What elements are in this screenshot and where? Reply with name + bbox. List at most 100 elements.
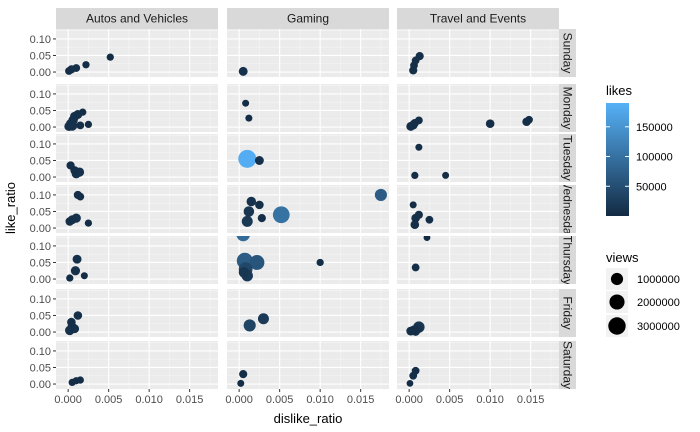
likes-legend-label: 150000 [636,122,673,134]
y-tick-label: 0.10 [30,346,51,358]
strip-label: Wednesday [561,177,575,240]
panel-points [65,53,114,75]
strip-autos-and-vehicles: Autos and Vehicles [56,8,218,29]
panel-background [397,134,559,182]
strip-background [559,84,576,132]
data-point [72,254,82,264]
likes-legend-title: likes [606,83,633,98]
panel-background [397,341,559,389]
axes: 0.00 0.05 0.10 0.00 0.05 0.10 0.00 0.05 0.10 0.00… [3,34,544,426]
data-point [243,319,256,332]
data-point [65,67,73,75]
views-legend-label: 2000000 [637,297,680,309]
likes-legend-label: 50000 [636,181,667,193]
strip-label: Thursday [561,235,575,285]
panel-autos-and-vehicles-monday [56,84,218,132]
panel-gaming-thursday [227,236,389,284]
y-tick-label: 0.00 [30,122,51,134]
panel-points [406,115,533,131]
strip-background [559,236,576,284]
data-point [243,206,255,217]
x-tick-label: 0.005 [266,394,294,406]
strip-background [559,289,576,337]
y-tick-label: 0.00 [30,274,51,286]
likes-legend-label: 100000 [636,152,673,164]
panel-points [242,99,253,122]
data-point [70,266,81,276]
data-point [423,236,431,242]
data-point [442,171,450,179]
y-tick-label: 0.10 [30,139,51,151]
panel-background [227,29,389,77]
strip-label: Gaming [287,12,329,26]
panel-autos-and-vehicles-wednesday [56,185,218,233]
data-point [238,267,250,278]
strip-background [559,185,576,233]
panel-travel-and-events-monday [397,84,559,132]
y-tick-label: 0.05 [30,257,51,269]
y-tick-label: 0.00 [30,172,51,184]
panel-background [397,84,559,132]
y-tick-label: 0.05 [30,362,51,374]
data-point [84,120,93,129]
panel-travel-and-events-sunday [397,29,559,77]
panel-background [397,236,559,284]
panel-points [66,254,88,282]
strip-label: Monday [561,87,575,130]
data-point [237,379,245,387]
views-legend-title: views [606,250,639,265]
panel-autos-and-vehicles-saturday [56,341,218,389]
data-point [414,210,423,219]
data-point [410,220,420,230]
panel-travel-and-events-friday [397,289,559,337]
data-point [238,149,257,168]
data-point [249,255,265,270]
data-point [414,116,423,125]
panel-background [227,185,389,233]
data-point [67,317,76,327]
panel-travel-and-events-tuesday [397,134,559,182]
y-tick-label: 0.10 [30,89,51,101]
facet-panels [56,29,559,389]
strip-label-group: Thursday [561,235,575,285]
panel-background [56,185,218,233]
panel-travel-and-events-thursday [397,236,559,284]
strip-label: Tuesday [561,135,575,181]
y-tick-label: 0.10 [30,294,51,306]
x-tick-label: 0.010 [306,394,334,406]
strip-label-group: Monday [561,87,575,130]
panel-gaming-saturday [227,341,389,389]
panel-gaming-friday [227,289,389,337]
data-point [76,121,85,130]
panel-travel-and-events-saturday [397,341,559,389]
panel-background [56,29,218,77]
y-tick-label: 0.00 [30,67,51,79]
strip-label-group: Friday [561,296,575,329]
y-axis-title: like_ratio [3,182,18,234]
y-tick-label: 0.05 [30,310,51,322]
y-tick-label: 0.05 [30,50,51,62]
strip-saturday: Saturday [559,341,576,389]
strip-tuesday: Tuesday [559,134,576,182]
panel-points [241,188,387,227]
data-point [245,114,253,122]
data-point [84,219,93,227]
panel-points [65,311,83,336]
panel-points [65,190,93,227]
data-point [241,215,253,227]
panel-autos-and-vehicles-tuesday [56,134,218,182]
strip-thursday: Thursday [559,235,576,285]
data-point [316,258,324,267]
y-tick-label: 0.00 [30,223,51,235]
panel-travel-and-events-wednesday [397,185,559,233]
panel-points [64,108,93,131]
x-tick-label: 0.010 [135,394,163,406]
strip-gaming: Gaming [227,8,389,29]
strip-label: Friday [561,296,575,329]
y-tick-label: 0.10 [30,241,51,253]
panel-points [409,201,434,230]
panel-points [238,149,264,168]
strip-background [559,134,576,182]
data-point [415,143,423,151]
strip-label: Autos and Vehicles [86,12,188,26]
